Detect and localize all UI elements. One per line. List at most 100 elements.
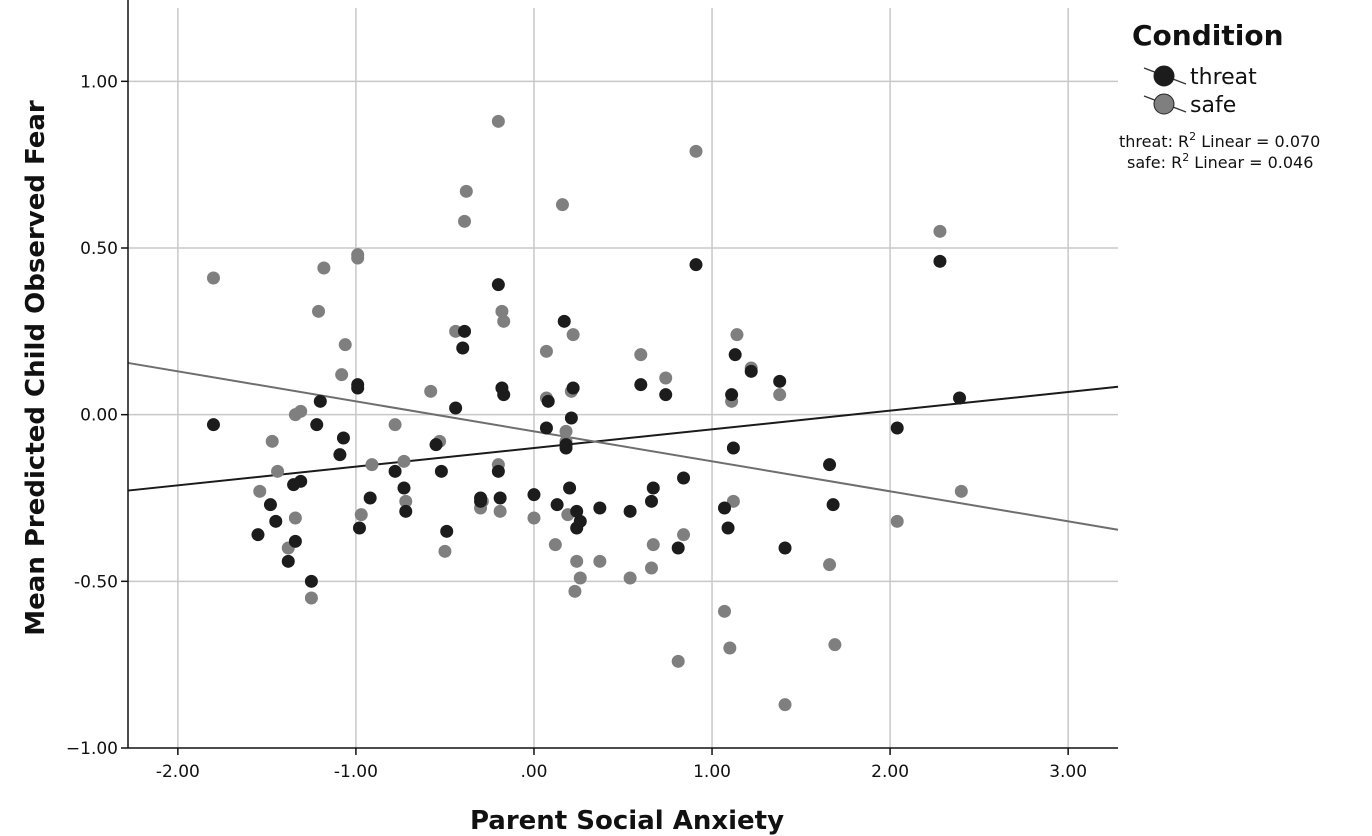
fit-line-threat xyxy=(127,385,1119,492)
point-threat xyxy=(646,481,660,495)
point-threat xyxy=(570,504,584,518)
point-threat xyxy=(440,524,454,538)
point-safe xyxy=(271,464,285,478)
point-threat xyxy=(310,418,324,432)
point-threat xyxy=(566,381,580,395)
point-threat xyxy=(933,254,947,268)
x-tick-label: 3.00 xyxy=(1049,762,1087,782)
point-threat xyxy=(313,394,327,408)
point-threat xyxy=(623,504,637,518)
point-safe xyxy=(573,571,587,585)
point-threat xyxy=(659,388,673,402)
point-safe xyxy=(726,494,740,508)
axes xyxy=(127,0,1118,749)
point-threat xyxy=(721,521,735,535)
point-safe xyxy=(459,184,473,198)
point-threat xyxy=(491,278,505,292)
point-safe xyxy=(438,544,452,558)
point-safe xyxy=(365,458,379,472)
point-threat xyxy=(263,498,277,512)
point-threat xyxy=(541,394,555,408)
point-safe xyxy=(723,641,737,655)
point-safe xyxy=(312,304,326,318)
point-safe xyxy=(623,571,637,585)
point-threat xyxy=(557,314,571,328)
y-axis-title: Mean Predicted Child Observed Fear xyxy=(21,100,51,636)
point-safe xyxy=(288,511,302,525)
point-threat xyxy=(206,418,220,432)
point-safe xyxy=(449,324,463,338)
point-safe xyxy=(495,304,509,318)
point-safe xyxy=(338,338,352,352)
point-safe xyxy=(689,144,703,158)
point-threat xyxy=(728,348,742,362)
legend-marker-safe xyxy=(1153,93,1175,115)
y-tick-label: 1.00 xyxy=(80,72,118,92)
y-tick-label: -0.50 xyxy=(74,572,118,592)
point-safe xyxy=(568,584,582,598)
point-threat xyxy=(823,458,837,472)
legend-title: Condition xyxy=(1132,19,1284,52)
point-threat xyxy=(363,491,377,505)
y-tick-label: 0.50 xyxy=(80,239,118,259)
point-safe xyxy=(424,384,438,398)
data-points xyxy=(206,114,968,712)
r2-note-threat: threat: R2 Linear = 0.070 xyxy=(1119,130,1320,151)
y-tick-label: −1.00 xyxy=(66,739,118,759)
point-threat xyxy=(351,381,365,395)
point-threat xyxy=(890,421,904,435)
y-tick-label: 0.00 xyxy=(80,406,118,426)
point-safe xyxy=(570,554,584,568)
point-safe xyxy=(677,528,691,542)
point-safe xyxy=(646,538,660,552)
x-tick-label: -1.00 xyxy=(334,762,378,782)
point-safe xyxy=(491,114,505,128)
point-safe xyxy=(634,348,648,362)
point-safe xyxy=(265,434,279,448)
point-threat xyxy=(497,388,511,402)
gridlines xyxy=(128,8,1118,748)
point-threat xyxy=(269,514,283,528)
point-safe xyxy=(351,251,365,265)
point-safe xyxy=(388,418,402,432)
fit-line-safe xyxy=(127,361,1119,531)
point-safe xyxy=(566,328,580,342)
point-threat xyxy=(573,514,587,528)
point-threat xyxy=(563,481,577,495)
point-threat xyxy=(333,448,347,462)
point-threat xyxy=(352,521,366,535)
point-safe xyxy=(773,388,787,402)
point-safe xyxy=(458,214,472,228)
point-threat xyxy=(689,258,703,272)
point-threat xyxy=(826,498,840,512)
point-threat xyxy=(388,464,402,478)
point-threat xyxy=(251,528,265,542)
point-threat xyxy=(304,574,318,588)
point-safe xyxy=(317,261,331,275)
point-threat xyxy=(294,474,308,488)
point-safe xyxy=(304,591,318,605)
point-threat xyxy=(429,438,443,452)
legend-label-safe: safe xyxy=(1190,93,1236,118)
point-safe xyxy=(890,514,904,528)
point-safe xyxy=(397,454,411,468)
legend-label-threat: threat xyxy=(1190,65,1257,90)
point-threat xyxy=(527,488,541,502)
point-threat xyxy=(288,534,302,548)
point-safe xyxy=(954,484,968,498)
x-axis-title: Parent Social Anxiety xyxy=(470,806,784,836)
point-safe xyxy=(593,554,607,568)
point-threat xyxy=(458,324,472,338)
point-safe xyxy=(335,368,349,382)
fit-lines xyxy=(127,361,1119,531)
point-safe xyxy=(206,271,220,285)
point-safe xyxy=(253,484,267,498)
point-safe xyxy=(778,698,792,712)
point-threat xyxy=(336,431,350,445)
point-safe xyxy=(527,511,541,525)
point-threat xyxy=(773,374,787,388)
point-threat xyxy=(474,494,488,508)
legend-items: threat safe xyxy=(1143,65,1257,118)
point-threat xyxy=(725,388,739,402)
